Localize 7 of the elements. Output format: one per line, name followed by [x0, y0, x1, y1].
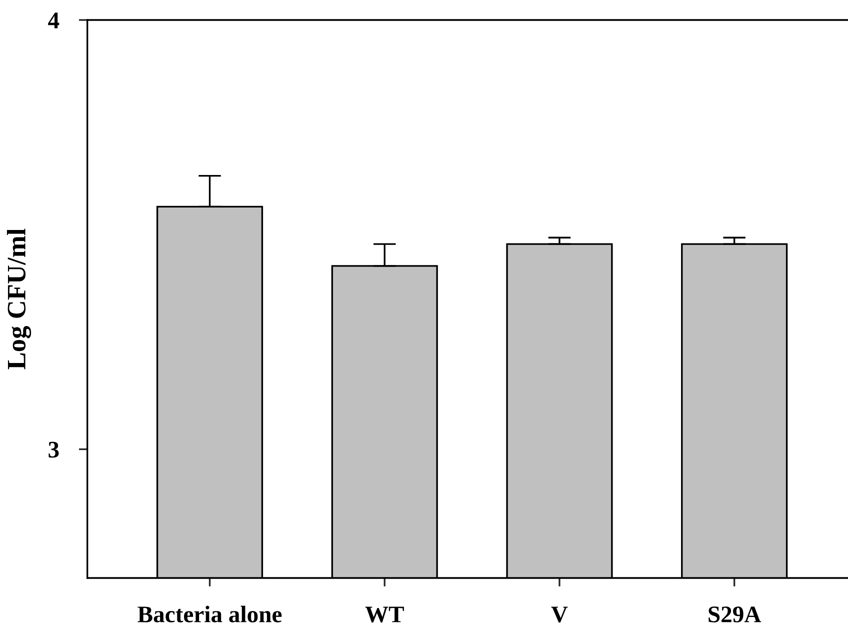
y-tick-label: 3 [48, 442, 59, 458]
y-tick-label: 4 [48, 12, 60, 28]
x-tick-label: Bacteria alone [138, 606, 282, 622]
y-axis-title: Log CFU/ml [6, 228, 32, 370]
x-tick-label: S29A [708, 606, 762, 622]
x-tick-label: V [551, 606, 568, 623]
x-tick-label: WT [365, 606, 404, 623]
